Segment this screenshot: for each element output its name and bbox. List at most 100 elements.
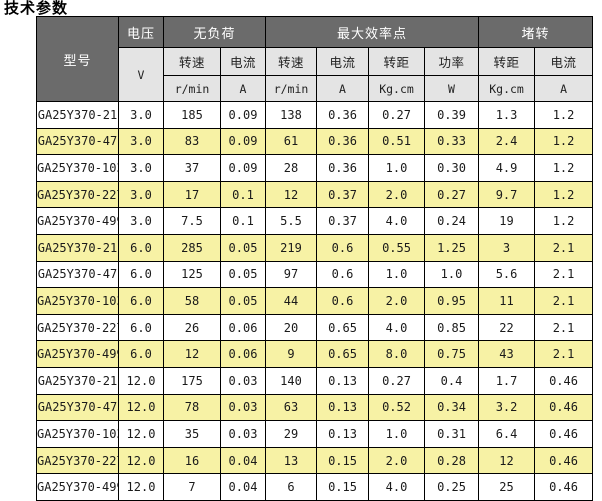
table-cell: 0.15	[316, 446, 370, 475]
table-cell: 0.85	[424, 313, 480, 342]
table-row: GA25Y370-499 3.0 7.5 0.1 5.5 0.37 4.0 0.24 19 1.2	[36, 207, 594, 235]
cell-model: GA25Y370-21	[36, 366, 119, 395]
header-stall-torque: 转距	[478, 47, 536, 76]
table-cell: 25	[478, 473, 536, 501]
table-row: GA25Y370-47 12.0 78 0.03 63 0.13 0.52 0.34 3.2 0.…	[36, 393, 594, 422]
table-cell: 0.09	[219, 127, 267, 156]
table-cell: 7.5	[163, 207, 221, 235]
table-cell: 0.39	[424, 101, 480, 129]
table-cell: 22	[478, 313, 536, 342]
table-cell: 12	[478, 446, 536, 475]
header-row-subheaders: V 转速 电流 转速 电流 转距 功率 转距 电流	[37, 47, 594, 102]
table-cell: 2.4	[478, 127, 536, 156]
table-row: GA25Y370-227 3.0 17 0.1 12 0.37 2.0 0.27 9.7 1.2	[36, 180, 594, 209]
table-cell: 0.24	[424, 207, 480, 235]
table-cell: 0.37	[316, 207, 370, 235]
table-row: GA25Y370-103 3.0 37 0.09 28 0.36 1.0 0.30 4.9 1.2	[36, 154, 594, 182]
table-cell: 0.27	[368, 366, 426, 395]
table-cell: 0.37	[316, 180, 370, 209]
table-cell: 0.46	[534, 446, 594, 475]
table-cell: 0.46	[534, 473, 594, 501]
table-row: GA25Y370-103 12.0 35 0.03 29 0.13 1.0 0.31 6.4 0.…	[36, 420, 594, 448]
table-cell: 2.1	[534, 260, 594, 289]
cell-model: GA25Y370-21	[36, 101, 119, 129]
table-cell: 26	[163, 313, 221, 342]
table-cell: 12	[163, 340, 221, 368]
unit-me-current: A	[316, 75, 370, 102]
table-cell: 4.9	[478, 154, 536, 182]
table-cell: 140	[265, 366, 318, 395]
table-body: GA25Y370-21 3.0 185 0.09 138 0.36 0.27 0.39 1.3 1…	[36, 101, 594, 501]
unit-stall-torque: Kg.cm	[478, 75, 536, 102]
table-cell: 12.0	[118, 366, 164, 395]
table-cell: 0.36	[316, 154, 370, 182]
unit-me-torque: Kg.cm	[368, 75, 426, 102]
table-cell: 2.1	[534, 340, 594, 368]
table-cell: 0.03	[219, 393, 267, 422]
table-cell: 0.46	[534, 420, 594, 448]
table-cell: 44	[265, 287, 318, 315]
cell-model: GA25Y370-103	[36, 287, 119, 315]
table-cell: 1.7	[478, 366, 536, 395]
cell-model: GA25Y370-47	[36, 260, 119, 289]
unit-no-load-current: A	[219, 75, 267, 102]
table-cell: 0.13	[316, 366, 370, 395]
table-cell: 1.0	[368, 260, 426, 289]
table-cell: 97	[265, 260, 318, 289]
table-cell: 6	[265, 473, 318, 501]
table-cell: 185	[163, 101, 221, 129]
unit-me-power: W	[424, 75, 480, 102]
table-cell: 11	[478, 287, 536, 315]
table-cell: 12.0	[118, 420, 164, 448]
table-cell: 4.0	[368, 473, 426, 501]
table-cell: 5.5	[265, 207, 318, 235]
table-row: GA25Y370-227 12.0 16 0.04 13 0.15 2.0 0.28 12 0.4…	[36, 446, 594, 475]
table-cell: 0.65	[316, 340, 370, 368]
table-cell: 0.27	[368, 101, 426, 129]
table-cell: 12.0	[118, 473, 164, 501]
table-row: GA25Y370-227 6.0 26 0.06 20 0.65 4.0 0.85 22 2.1	[36, 313, 594, 342]
header-me-speed: 转速	[265, 47, 318, 76]
table-cell: 2.1	[534, 313, 594, 342]
table-cell: 0.33	[424, 127, 480, 156]
header-no-load-speed: 转速	[163, 47, 221, 76]
table-cell: 3.0	[118, 101, 164, 129]
table-cell: 0.13	[316, 420, 370, 448]
table-cell: 17	[163, 180, 221, 209]
table-cell: 0.36	[316, 101, 370, 129]
table-cell: 0.75	[424, 340, 480, 368]
header-model: 型号	[36, 16, 119, 102]
header-group-max-efficiency: 最大效率点	[265, 16, 480, 48]
table-cell: 0.30	[424, 154, 480, 182]
table-cell: 0.6	[316, 260, 370, 289]
table-cell: 7	[163, 473, 221, 501]
cell-model: GA25Y370-227	[36, 180, 119, 209]
table-row: GA25Y370-21 3.0 185 0.09 138 0.36 0.27 0.39 1.3 1…	[36, 101, 594, 129]
table-cell: 1.0	[368, 154, 426, 182]
table-cell: 0.31	[424, 420, 480, 448]
table-cell: 0.09	[219, 101, 267, 129]
table-row: GA25Y370-21 12.0 175 0.03 140 0.13 0.27 0.4 1.7 0…	[36, 366, 594, 395]
table-cell: 0.25	[424, 473, 480, 501]
table-cell: 0.03	[219, 420, 267, 448]
header-row-units: r/min A r/min A Kg.cm W Kg.cm A	[37, 75, 594, 102]
header-me-current: 电流	[316, 47, 370, 76]
table-cell: 2.0	[368, 180, 426, 209]
table-cell: 219	[265, 233, 318, 262]
table-cell: 63	[265, 393, 318, 422]
header-me-power: 功率	[424, 47, 480, 76]
table-cell: 0.04	[219, 446, 267, 475]
table-cell: 0.4	[424, 366, 480, 395]
table-cell: 3.0	[118, 180, 164, 209]
table-cell: 3.0	[118, 154, 164, 182]
table-cell: 6.0	[118, 340, 164, 368]
table-row: GA25Y370-47 3.0 83 0.09 61 0.36 0.51 0.33 2.4 1.2	[36, 127, 594, 156]
table-cell: 83	[163, 127, 221, 156]
table-cell: 0.65	[316, 313, 370, 342]
table-cell: 29	[265, 420, 318, 448]
table-cell: 0.95	[424, 287, 480, 315]
table-cell: 1.2	[534, 180, 594, 209]
header-voltage-unit: V	[118, 47, 164, 102]
table-cell: 0.06	[219, 313, 267, 342]
table-cell: 1.25	[424, 233, 480, 262]
